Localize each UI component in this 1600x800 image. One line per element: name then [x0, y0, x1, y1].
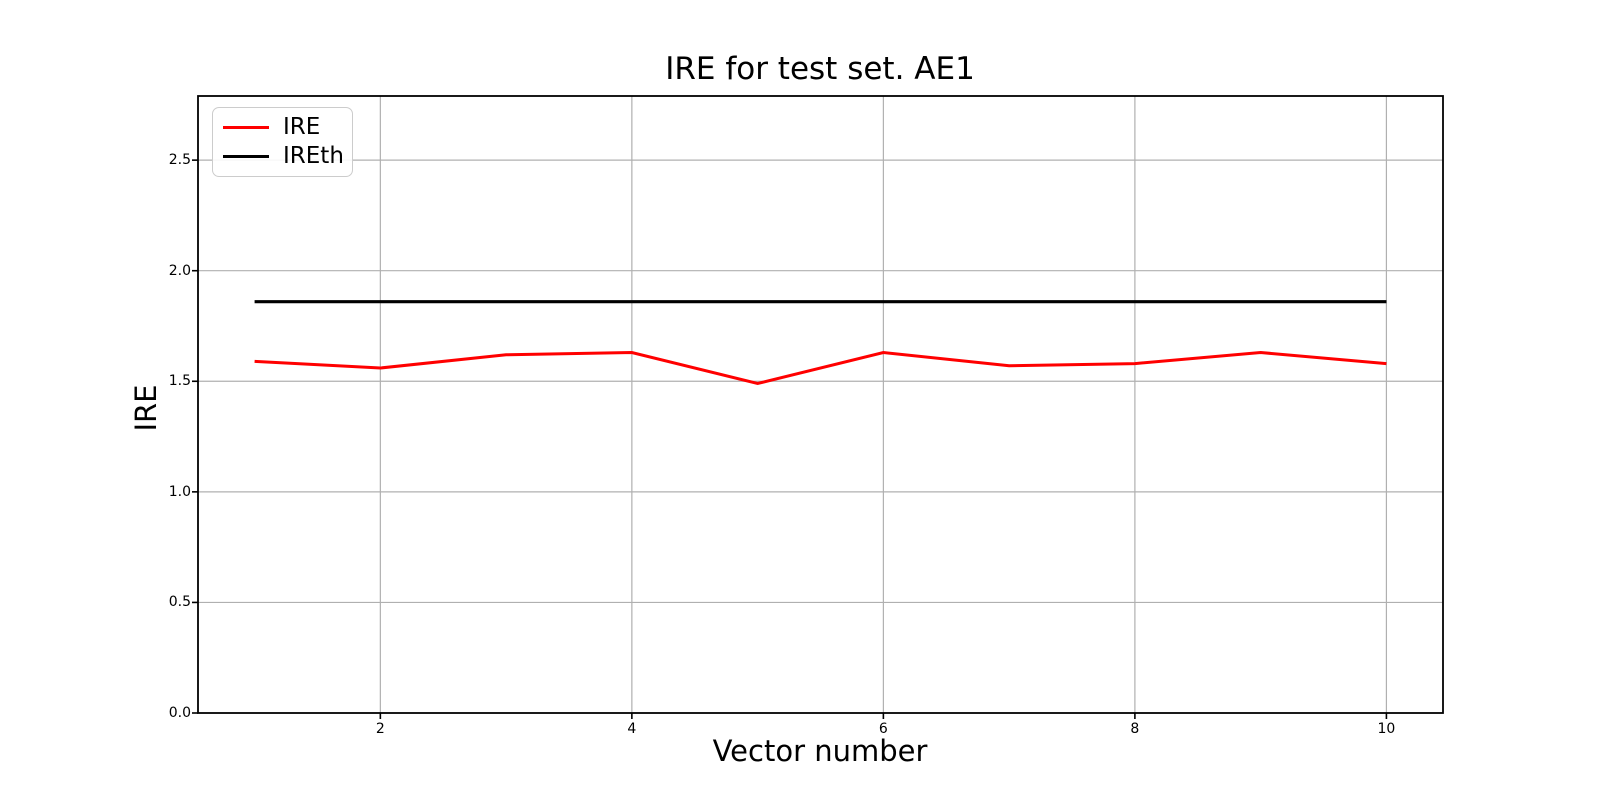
y-tick-label: 0.0: [168, 705, 191, 721]
y-tick-label: 2.5: [168, 152, 191, 169]
y-axis-label: IRE: [129, 384, 163, 432]
x-tick-label: 10: [1377, 721, 1396, 737]
legend: IRE IREth: [212, 107, 353, 177]
x-tick-label: 2: [375, 721, 385, 737]
series-line-ire: [254, 351, 1387, 386]
y-tick-label: 1.0: [168, 483, 191, 500]
plot-border: [197, 95, 1444, 714]
legend-line-sample-ireth: [223, 154, 269, 158]
x-tick-label: 4: [627, 721, 637, 737]
legend-label: IREth: [283, 142, 344, 169]
chart-title: IRE for test set. AE1: [665, 51, 975, 87]
x-axis-label: Vector number: [712, 734, 928, 768]
legend-entry: IREth: [223, 142, 344, 169]
x-tick-label: 6: [878, 721, 888, 737]
y-tick-label: 1.5: [168, 373, 191, 390]
legend-label: IRE: [283, 114, 321, 141]
legend-line-sample-ire: [223, 126, 269, 130]
legend-entry: IRE: [223, 114, 342, 141]
y-tick-label: 2.0: [168, 262, 191, 279]
x-tick-label: 8: [1130, 721, 1140, 737]
y-tick-label: 0.5: [168, 594, 191, 611]
